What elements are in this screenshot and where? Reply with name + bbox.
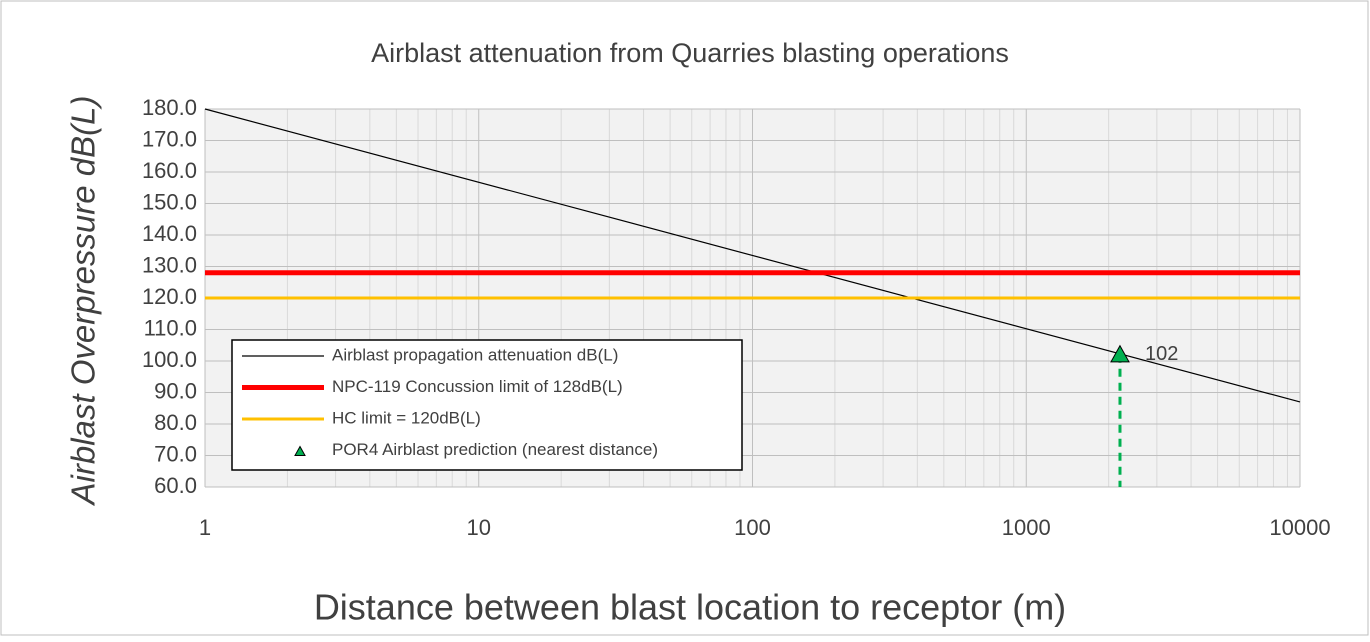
- y-tick-label: 110.0: [144, 315, 197, 340]
- legend-marker: [294, 445, 306, 456]
- x-axis-label: Distance between blast location to recep…: [314, 587, 1066, 628]
- y-tick-label: 160.0: [142, 158, 197, 183]
- y-axis-label: Airblast Overpressure dB(L): [65, 96, 102, 507]
- marker: [1110, 344, 1130, 363]
- x-tick-label: 100: [734, 515, 771, 540]
- x-tick-label: 1000: [1002, 515, 1051, 540]
- y-tick-label: 180.0: [142, 95, 197, 120]
- legend-label: POR4 Airblast prediction (nearest distan…: [332, 440, 658, 459]
- y-tick-label: 90.0: [154, 378, 197, 403]
- y-tick-label: 170.0: [142, 126, 197, 151]
- y-tick-label: 120.0: [142, 284, 197, 309]
- y-tick-label: 100.0: [142, 347, 197, 372]
- x-tick-label: 1: [199, 515, 211, 540]
- y-tick-label: 130.0: [142, 252, 197, 277]
- x-tick-label: 10: [467, 515, 491, 540]
- y-tick-label: 80.0: [154, 410, 197, 435]
- legend: [231, 339, 743, 471]
- y-tick-label: 140.0: [142, 221, 197, 246]
- y-tick-label: 60.0: [154, 473, 197, 498]
- y-tick-label: 150.0: [142, 189, 197, 214]
- legend-label: NPC-119 Concussion limit of 128dB(L): [332, 377, 623, 396]
- y-tick-label: 70.0: [154, 441, 197, 466]
- legend-label: Airblast propagation attenuation dB(L): [332, 345, 618, 364]
- chart-title: Airblast attenuation from Quarries blast…: [371, 38, 1009, 68]
- x-tick-label: 10000: [1269, 515, 1330, 540]
- data-label: 102: [1145, 343, 1178, 365]
- legend-label: HC limit = 120dB(L): [332, 408, 481, 427]
